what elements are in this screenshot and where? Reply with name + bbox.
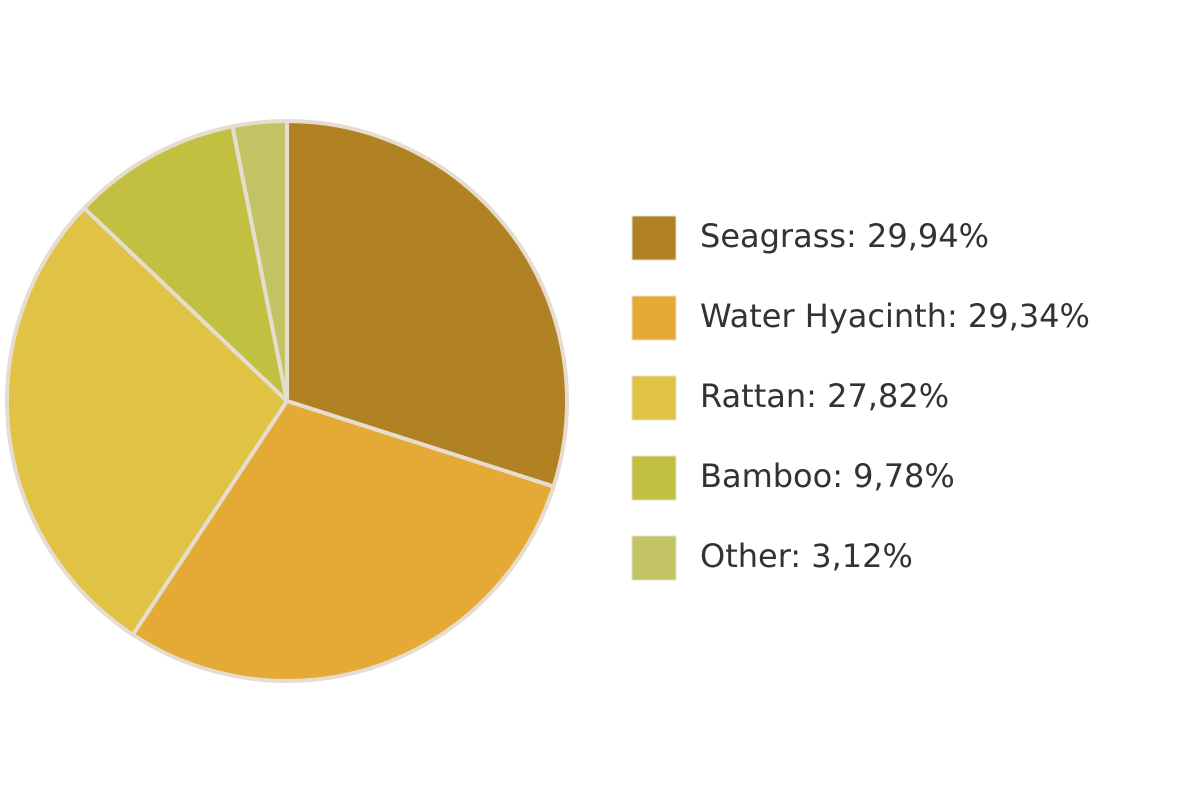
legend-swatch [631,215,677,261]
pie-slice [130,399,556,683]
legend-label: Water Hyacinth: 29,34% [700,297,1090,335]
pie-slice [230,119,289,403]
legend-label: Seagrass: 29,94% [700,217,989,255]
pie-slice [82,124,289,403]
legend-label: Bamboo: 9,78% [700,457,955,495]
legend-swatch [631,455,677,501]
legend-label: Other: 3,12% [700,537,913,575]
pie-slice [5,206,289,637]
legend-swatch [631,535,677,581]
legend-swatch [631,295,677,341]
pie-slice [285,119,569,489]
legend-swatch [631,375,677,421]
legend-label: Rattan: 27,82% [700,377,949,415]
